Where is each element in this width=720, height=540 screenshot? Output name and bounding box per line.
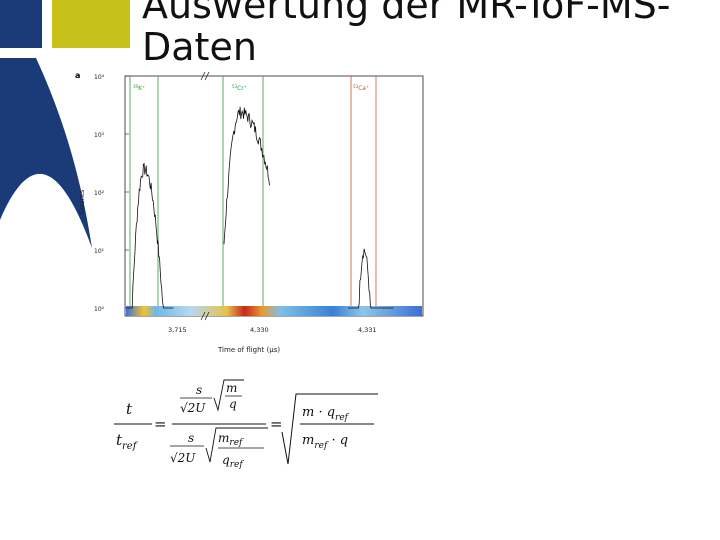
title-line-2: Daten xyxy=(142,25,257,69)
navy-swoosh xyxy=(0,58,92,248)
formula-eq-1: = xyxy=(154,415,167,433)
formula-rhs-den-m: m xyxy=(302,433,314,448)
tof-mass-formula: t tref = s √2U m q s √2U mref qref = m ·… xyxy=(114,379,378,470)
axis-break-top xyxy=(200,71,210,81)
x-tick-label-1: 4,330 xyxy=(250,326,269,334)
peak-ca-mass: 53 xyxy=(353,84,359,89)
formula-m-ref-bottom: mref xyxy=(218,431,244,448)
formula-rhs-den-q: q xyxy=(340,433,348,448)
formula-rhs-den: mref · q xyxy=(302,433,348,451)
slide-title: Auswertung der MR-ToF-MS- Daten xyxy=(142,0,720,68)
y-tick-label-0: 10⁰ xyxy=(94,306,105,313)
y-tick-label-4: 10⁴ xyxy=(94,74,105,81)
peak-label-cr: 53Cr⁺ xyxy=(232,84,247,92)
formula-m-ref-base: m xyxy=(218,431,229,445)
peak-trace-0 xyxy=(128,162,174,309)
axis-break-bottom xyxy=(200,311,210,321)
navy-square xyxy=(0,0,42,48)
formula-sqrt-right xyxy=(281,393,378,465)
formula-s-bottom: s xyxy=(188,431,194,445)
olive-square xyxy=(52,0,130,48)
formula-t-ref-base: t xyxy=(116,431,123,449)
formula-m-top: m xyxy=(226,381,237,395)
formula-rhs-num: m · qref xyxy=(302,405,350,423)
formula-s-top: s xyxy=(196,383,202,397)
formula-q-ref-base: q xyxy=(222,453,230,467)
formula-sqrt2u-bottom: √2U xyxy=(170,451,196,465)
peak-cr-mass: 53 xyxy=(232,84,238,89)
peak-ca-element: Ca⁺ xyxy=(358,85,369,92)
peak-k-element: K⁺ xyxy=(138,85,145,92)
spectrum-traces xyxy=(128,106,394,309)
formula-rhs-num-sub: ref xyxy=(335,413,350,423)
peak-label-ca: 53Ca⁺ xyxy=(353,84,369,92)
formula-rhs-den-dot: · xyxy=(331,433,335,448)
y-tick-label-2: 10² xyxy=(94,190,105,197)
tof-spectrum-figure: a 10⁴ 10³ 10² 10¹ 10⁰ Counts 3,715 4,330… xyxy=(75,71,424,354)
corner-decoration xyxy=(0,0,130,248)
formula-q-ref-sub: ref xyxy=(230,460,245,470)
formula-m-ref-sub: ref xyxy=(229,438,244,448)
x-tick-label-2: 4,331 xyxy=(358,326,377,334)
formula-rhs-den-sub: ref xyxy=(314,441,329,451)
formula-t: t xyxy=(126,400,133,418)
peak-trace-2 xyxy=(348,248,394,309)
formula-sqrt-m-q-top xyxy=(213,379,244,412)
plot-frame xyxy=(124,75,424,317)
title-line-1: Auswertung der MR-ToF-MS- xyxy=(142,0,671,27)
formula-eq-2: = xyxy=(270,415,283,433)
peak-cr-element: Cr⁺ xyxy=(237,85,247,92)
formula-t-ref-sub: ref xyxy=(122,441,139,452)
formula-rhs-num-main: m · q xyxy=(302,405,335,420)
x-tick-label-0: 3,715 xyxy=(168,326,187,334)
formula-sqrt2u-top: √2U xyxy=(180,401,206,415)
peak-k-mass: 39 xyxy=(133,84,139,89)
peak-trace-1 xyxy=(223,106,270,245)
formula-sqrt-mref-qref xyxy=(205,427,268,463)
y-tick-label-1: 10¹ xyxy=(94,248,105,255)
y-tick-label-3: 10³ xyxy=(94,132,105,139)
formula-q-top: q xyxy=(229,397,237,411)
y-axis-title: Counts xyxy=(78,189,86,214)
formula-q-ref-bottom: qref xyxy=(222,453,244,470)
colorbar xyxy=(126,306,422,316)
formula-t-ref: tref xyxy=(116,431,139,452)
panel-label: a xyxy=(75,71,80,80)
x-axis-title: Time of flight (µs) xyxy=(217,346,280,354)
peak-label-k: 39K⁺ xyxy=(133,84,145,92)
